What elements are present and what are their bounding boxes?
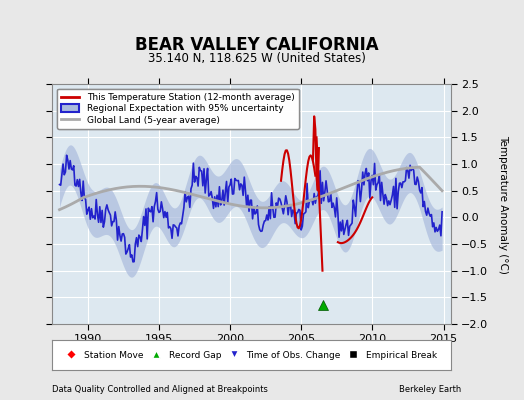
Y-axis label: Temperature Anomaly (°C): Temperature Anomaly (°C) — [498, 134, 508, 274]
Text: Data Quality Controlled and Aligned at Breakpoints: Data Quality Controlled and Aligned at B… — [52, 385, 268, 394]
Legend: This Temperature Station (12-month average), Regional Expectation with 95% uncer: This Temperature Station (12-month avera… — [57, 88, 299, 129]
Text: BEAR VALLEY CALIFORNIA: BEAR VALLEY CALIFORNIA — [135, 36, 378, 54]
Text: 35.140 N, 118.625 W (United States): 35.140 N, 118.625 W (United States) — [148, 52, 366, 65]
Legend: Station Move, Record Gap, Time of Obs. Change, Empirical Break: Station Move, Record Gap, Time of Obs. C… — [63, 348, 440, 362]
Text: Berkeley Earth: Berkeley Earth — [399, 385, 461, 394]
